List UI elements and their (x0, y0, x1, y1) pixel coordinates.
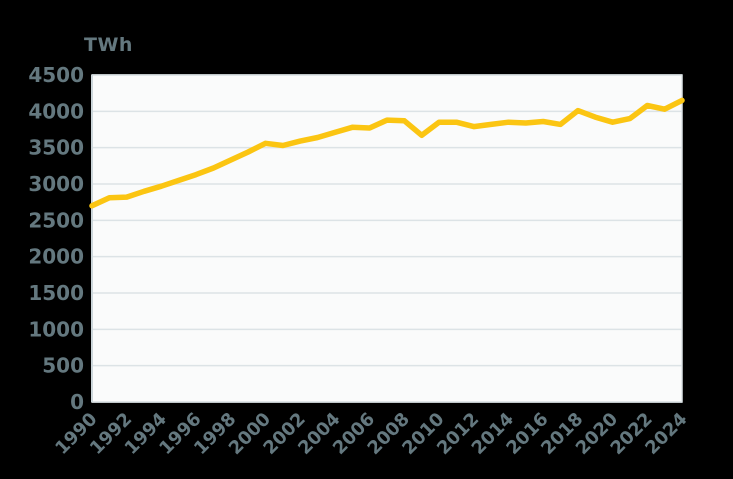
y-tick-label: 1500 (28, 281, 84, 305)
y-tick-label: 4500 (28, 63, 84, 87)
y-tick-label: 500 (42, 354, 84, 378)
y-tick-label: 2000 (28, 245, 84, 269)
y-tick-label: 3500 (28, 136, 84, 160)
plot-area (92, 75, 682, 402)
y-tick-label: 3000 (28, 172, 84, 196)
y-tick-label: 1000 (28, 317, 84, 341)
y-tick-label: 0 (70, 390, 84, 414)
chart-title: TWh (84, 34, 133, 56)
y-tick-label: 4000 (28, 99, 84, 123)
data-line-electricity (89, 97, 685, 209)
y-tick-label: 2500 (28, 208, 84, 232)
